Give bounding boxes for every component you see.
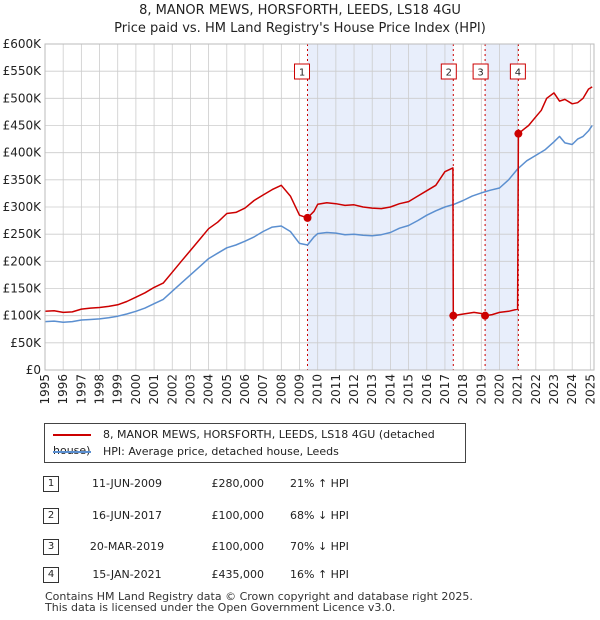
sale-hpi-change: 68% ↓ HPI (290, 509, 349, 522)
sale-date: 15-JAN-2021 (92, 568, 162, 581)
sale-number-label: 3 (477, 68, 483, 79)
sale-number-label: 2 (446, 68, 452, 79)
x-tick-label: 1999 (111, 374, 125, 405)
x-tick-label: 2012 (347, 374, 361, 405)
x-tick-label: 2023 (547, 374, 561, 405)
footer-line-2: This data is licensed under the Open Gov… (45, 601, 396, 614)
legend-swatch-hpi (53, 451, 91, 453)
title-line-2: Price paid vs. HM Land Registry's House … (114, 21, 486, 36)
sale-price: £435,000 (211, 568, 265, 581)
footer-notice: Contains HM Land Registry data © Crown c… (45, 591, 473, 613)
y-tick-label: £100K (3, 309, 43, 323)
legend-item-hpi: HPI: Average price, detached house, Leed… (53, 444, 339, 460)
y-tick-label: £450K (3, 119, 43, 133)
sale-row: 1 11-JUN-2009 £280,000 21% ↑ HPI (0, 475, 600, 493)
sale-date: 16-JUN-2017 (91, 509, 163, 522)
sale-row: 4 15-JAN-2021 £435,000 16% ↑ HPI (0, 566, 600, 584)
x-tick-label: 2025 (583, 374, 597, 405)
x-tick-label: 2021 (511, 374, 525, 405)
x-tick-label: 2002 (165, 374, 179, 405)
y-tick-label: £250K (3, 227, 43, 241)
sale-price: £100,000 (211, 540, 265, 553)
x-tick-label: 2000 (129, 374, 143, 405)
price-chart: 1 2 3 4 £0 £50K £100K £150K £200K £250K £300K £350… (3, 37, 598, 405)
legend-label-hpi: HPI: Average price, detached house, Leed… (103, 445, 339, 458)
sale-number-box (472, 63, 489, 80)
sale-number: 3 (43, 539, 59, 555)
sale-number-box (440, 63, 457, 80)
sale-point (449, 311, 458, 320)
title-line-1: 8, MANOR MEWS, HORSFORTH, LEEDS, LS18 4G… (139, 3, 461, 18)
x-tick-label: 2017 (438, 374, 452, 405)
plot-border (44, 43, 595, 371)
sale-number: 1 (43, 476, 59, 492)
x-tick-label: 2011 (329, 374, 343, 405)
legend: 8, MANOR MEWS, HORSFORTH, LEEDS, LS18 4G… (44, 423, 466, 463)
sale-point (514, 129, 523, 138)
sale-hpi-change: 70% ↓ HPI (290, 540, 349, 553)
sale-row: 3 20-MAR-2019 £100,000 70% ↓ HPI (0, 538, 600, 556)
x-tick-label: 2013 (365, 374, 379, 405)
legend-swatch-property (53, 434, 91, 436)
sale-point (303, 213, 312, 222)
sale-number-box (294, 63, 311, 80)
y-tick-label: £350K (3, 173, 43, 187)
x-tick-label: 2016 (420, 374, 434, 405)
sale-number-label: 1 (299, 68, 305, 79)
sale-number: 4 (43, 567, 59, 583)
y-tick-label: £300K (3, 200, 43, 214)
sale-number: 2 (43, 508, 59, 524)
sale-number-label: 4 (515, 68, 521, 79)
sale-hpi-change: 21% ↑ HPI (290, 477, 349, 490)
x-tick-label: 2024 (565, 374, 579, 405)
x-tick-label: 2006 (238, 374, 252, 405)
legend-label-property: 8, MANOR MEWS, HORSFORTH, LEEDS, LS18 4G… (53, 428, 435, 457)
x-tick-label: 1997 (74, 374, 88, 405)
x-tick-label: 2008 (274, 374, 288, 405)
chart-title: 8, MANOR MEWS, HORSFORTH, LEEDS, LS18 4G… (0, 2, 600, 38)
x-tick-label: 2022 (529, 374, 543, 405)
sale-hpi-change: 16% ↑ HPI (290, 568, 349, 581)
x-tick-label: 1998 (93, 374, 107, 405)
x-tick-label: 2005 (220, 374, 234, 405)
x-tick-label: 1995 (38, 374, 52, 405)
y-tick-label: £150K (3, 282, 43, 296)
x-tick-label: 2018 (456, 374, 470, 405)
x-tick-label: 2010 (311, 374, 325, 405)
x-tick-label: 2014 (383, 374, 397, 405)
sale-point (481, 311, 490, 320)
x-tick-label: 2007 (256, 374, 270, 405)
y-tick-label: £500K (3, 91, 43, 105)
sale-number-box (509, 63, 526, 80)
sale-price: £280,000 (211, 477, 265, 490)
x-tick-label: 2003 (183, 374, 197, 405)
x-tick-label: 2020 (492, 374, 506, 405)
x-tick-label: 1996 (56, 374, 70, 405)
y-tick-label: £50K (10, 336, 42, 350)
x-tick-label: 2009 (293, 374, 307, 405)
hpi-line (44, 125, 593, 323)
sale-row: 2 16-JUN-2017 £100,000 68% ↓ HPI (0, 507, 600, 525)
x-tick-label: 2001 (147, 374, 161, 405)
sale-price: £100,000 (211, 509, 265, 522)
x-tick-label: 2019 (474, 374, 488, 405)
sale-date: 20-MAR-2019 (89, 540, 165, 553)
footer-line-1: Contains HM Land Registry data © Crown c… (45, 590, 473, 603)
y-tick-label: £600K (3, 37, 43, 51)
sale-date: 11-JUN-2009 (91, 477, 163, 490)
y-tick-label: £0 (26, 363, 41, 377)
legend-item-property: 8, MANOR MEWS, HORSFORTH, LEEDS, LS18 4G… (53, 427, 465, 457)
y-tick-label: £200K (3, 254, 43, 268)
x-tick-label: 2015 (402, 374, 416, 405)
x-tick-label: 2004 (202, 374, 216, 405)
y-tick-label: £400K (3, 146, 43, 160)
y-tick-label: £550K (3, 64, 43, 78)
property-price-line (44, 86, 593, 317)
